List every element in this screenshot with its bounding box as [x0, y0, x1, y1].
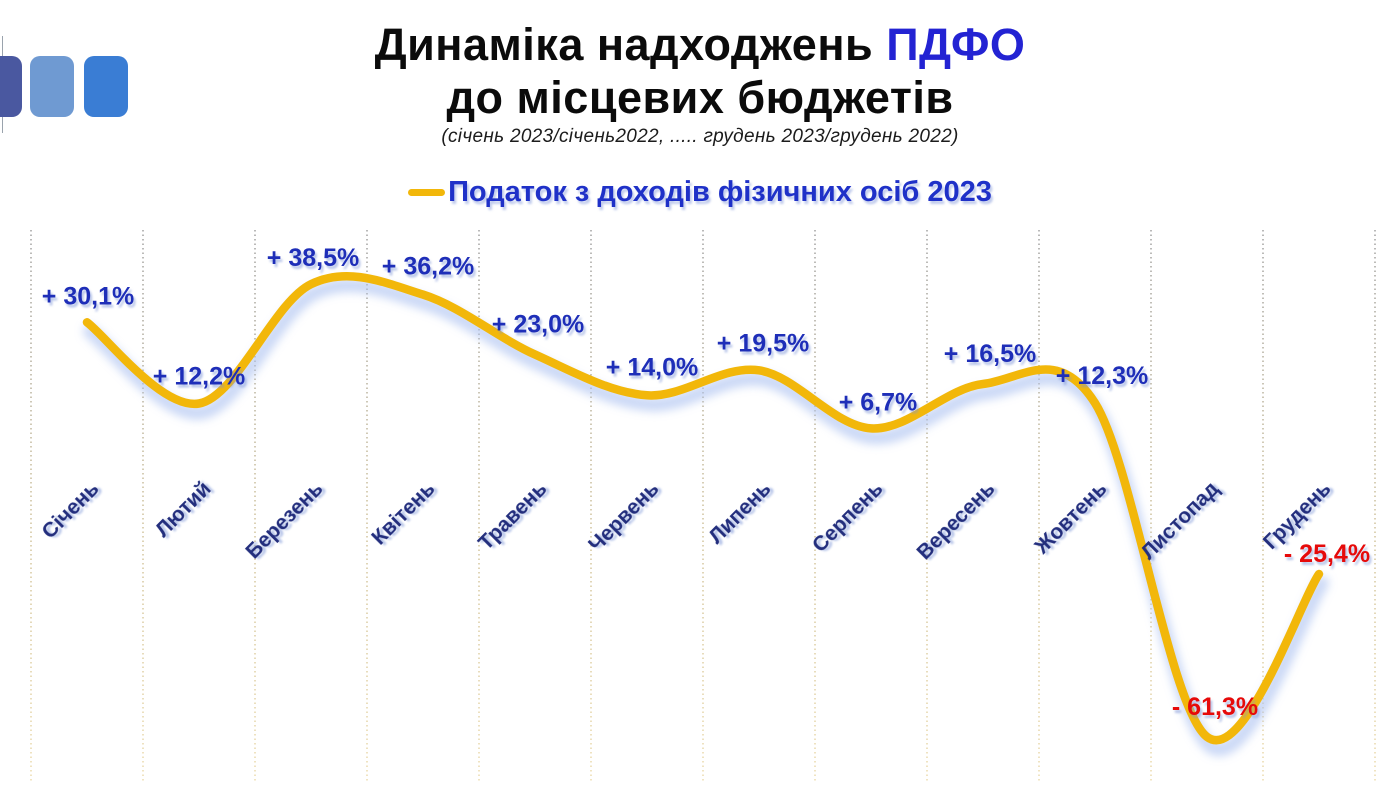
data-label: + 16,5% [944, 340, 1036, 368]
month-label: Жовтень [1030, 477, 1112, 559]
data-label: + 36,2% [382, 253, 474, 281]
title-line1-text: Динаміка надходжень [374, 19, 874, 70]
month-label: Січень [37, 477, 103, 543]
data-label: + 14,0% [606, 353, 698, 381]
subtitle: (січень 2023/січень2022, ..... грудень 2… [441, 126, 959, 147]
month-label: Листопад [1137, 477, 1224, 564]
data-label: + 12,3% [1056, 362, 1148, 390]
logo-square-1 [0, 56, 22, 117]
page-title: Динаміка надходжень ПДФО до місцевих бюд… [0, 18, 1400, 124]
data-label: + 12,2% [153, 363, 245, 391]
month-label: Серпень [808, 477, 888, 557]
data-label: + 19,5% [717, 329, 809, 357]
month-label: Червень [584, 477, 663, 556]
month-label: Лютий [151, 477, 216, 542]
month-label: Вересень [913, 477, 1000, 564]
logo-square-3 [84, 56, 128, 117]
data-label: + 30,1% [42, 282, 134, 310]
data-label: + 6,7% [839, 388, 918, 416]
logo-square-2 [30, 56, 74, 117]
month-label: Березень [241, 477, 327, 563]
legend-line-swatch [408, 189, 446, 196]
series-line [82, 272, 1324, 745]
data-label: - 25,4% [1284, 540, 1370, 568]
data-label: + 38,5% [267, 244, 359, 272]
title-highlight: ПДФО [886, 19, 1026, 70]
data-label: - 61,3% [1172, 693, 1258, 721]
legend: Податок з доходів фізичних осіб 2023 [0, 176, 1400, 209]
month-label: Травень [474, 477, 551, 554]
data-label: + 23,0% [492, 311, 584, 339]
title-line2-text: до місцевих бюджетів [446, 72, 954, 123]
month-label: Липень [704, 477, 775, 548]
legend-series-label: Податок з доходів фізичних осіб 2023 [448, 176, 992, 208]
month-label: Квітень [367, 477, 439, 549]
